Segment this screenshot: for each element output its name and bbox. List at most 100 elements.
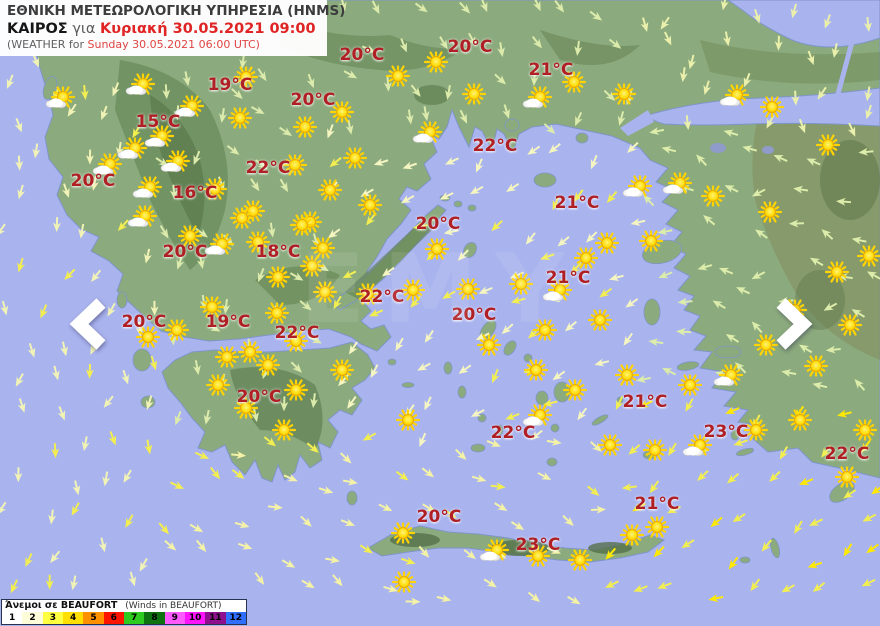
wind-arrow-icon xyxy=(222,299,231,315)
wind-arrow-icon xyxy=(605,547,617,560)
wind-arrow-icon xyxy=(773,154,788,163)
wind-arrow-icon xyxy=(751,271,766,280)
sun-icon xyxy=(391,571,417,593)
wind-arrow-icon xyxy=(361,45,376,53)
sun-icon xyxy=(597,434,623,456)
wind-arrow-icon xyxy=(781,584,795,593)
wind-arrow-icon xyxy=(98,537,107,553)
wind-arrow-icon xyxy=(102,471,111,487)
wind-arrow-icon xyxy=(540,252,555,260)
sun-icon xyxy=(759,96,785,118)
wind-arrow-icon xyxy=(327,228,341,239)
temperature-label: 22°C xyxy=(472,136,518,156)
cloud-icon xyxy=(92,165,114,176)
wind-arrow-icon xyxy=(459,1,471,14)
wind-arrow-icon xyxy=(649,480,660,494)
temperature-label: 18°C xyxy=(255,242,301,262)
wind-arrow-icon xyxy=(267,222,276,238)
wind-arrow-icon xyxy=(267,502,283,511)
sun-icon xyxy=(177,225,203,247)
cloud-icon xyxy=(125,85,147,96)
wind-arrow-icon xyxy=(457,249,469,261)
wind-arrow-icon xyxy=(543,123,556,135)
wind-arrow-icon xyxy=(703,215,716,226)
wind-arrow-icon xyxy=(231,469,245,479)
wind-arrow-icon xyxy=(847,122,856,137)
sun-icon xyxy=(614,364,640,386)
sun-cloud-icon xyxy=(522,86,553,109)
cloud-icon xyxy=(160,162,182,173)
wind-arrow-icon xyxy=(638,399,653,408)
wind-arrow-icon xyxy=(710,516,723,528)
wind-arrow-icon xyxy=(144,248,152,264)
sun-icon xyxy=(508,273,534,295)
wind-arrow-icon xyxy=(189,523,204,533)
cloud-icon xyxy=(662,184,684,195)
wind-arrow-icon xyxy=(318,486,334,494)
legend-cell-bf5: 5 xyxy=(83,612,104,624)
wind-arrow-icon xyxy=(329,156,342,168)
wind-arrow-icon xyxy=(688,54,696,70)
wind-arrow-icon xyxy=(732,513,746,523)
wind-arrow-icon xyxy=(567,595,581,605)
wind-arrow-icon xyxy=(681,539,695,549)
sun-icon xyxy=(329,359,355,381)
temperature-label: 23°C xyxy=(703,422,749,442)
wind-arrow-icon xyxy=(340,518,356,526)
wind-arrow-icon xyxy=(203,409,212,425)
wind-arrow-icon xyxy=(863,17,872,33)
wind-arrow-icon xyxy=(402,161,418,170)
sun-icon xyxy=(282,154,308,176)
wind-arrow-icon xyxy=(370,364,379,379)
sun-icon xyxy=(229,207,255,229)
sun-cloud-icon xyxy=(522,404,553,427)
wind-arrow-icon xyxy=(405,109,414,125)
sun-icon xyxy=(753,334,779,356)
wind-arrow-icon xyxy=(81,436,90,452)
legend-cell-bf2: 2 xyxy=(22,612,43,624)
wind-arrow-icon xyxy=(306,73,315,89)
wind-arrow-icon xyxy=(48,509,57,525)
wind-arrow-icon xyxy=(696,154,708,167)
cloud-icon xyxy=(479,551,501,562)
temperature-label: 20°C xyxy=(162,242,208,262)
wind-arrow-icon xyxy=(60,341,69,357)
sun-cloud-icon xyxy=(144,125,175,148)
wind-arrow-icon xyxy=(636,374,651,383)
wind-arrow-icon xyxy=(723,129,739,138)
wind-arrow-icon xyxy=(419,432,427,447)
temperature-label: 19°C xyxy=(207,75,253,95)
wind-arrow-icon xyxy=(843,489,857,499)
wind-arrow-icon xyxy=(617,111,626,126)
sun-cloud-icon xyxy=(127,205,158,228)
next-map-button[interactable] xyxy=(770,294,816,354)
wind-arrow-icon xyxy=(455,448,467,461)
sun-cloud-icon xyxy=(160,150,191,173)
wind-arrow-icon xyxy=(594,358,610,367)
wind-arrow-icon xyxy=(806,50,815,66)
wind-arrow-icon xyxy=(158,522,170,535)
wind-arrow-icon xyxy=(683,115,692,131)
wind-arrow-icon xyxy=(546,437,562,446)
wind-arrow-icon xyxy=(417,362,431,371)
prev-map-button[interactable] xyxy=(66,294,112,354)
sun-icon xyxy=(803,355,829,377)
sun-cloud-icon xyxy=(117,137,148,160)
wind-arrow-icon xyxy=(239,54,248,70)
wind-arrow-icon xyxy=(383,76,392,92)
temperature-label: 21°C xyxy=(634,494,680,514)
wind-arrow-icon xyxy=(486,439,501,447)
wind-arrow-icon xyxy=(697,470,709,482)
wind-arrow-icon xyxy=(439,191,454,200)
wind-arrow-icon xyxy=(395,470,409,481)
wind-arrow-icon xyxy=(421,467,435,478)
sun-icon xyxy=(245,231,271,253)
wind-arrow-icon xyxy=(552,370,566,381)
map-subtitle-date: Sunday 30.05.2021 06:00 UTC) xyxy=(87,38,260,51)
lake xyxy=(762,146,774,154)
sun-icon xyxy=(561,71,587,93)
wind-arrow-icon xyxy=(623,332,633,346)
wind-arrow-icon xyxy=(182,71,191,87)
wind-arrow-icon xyxy=(628,444,641,455)
